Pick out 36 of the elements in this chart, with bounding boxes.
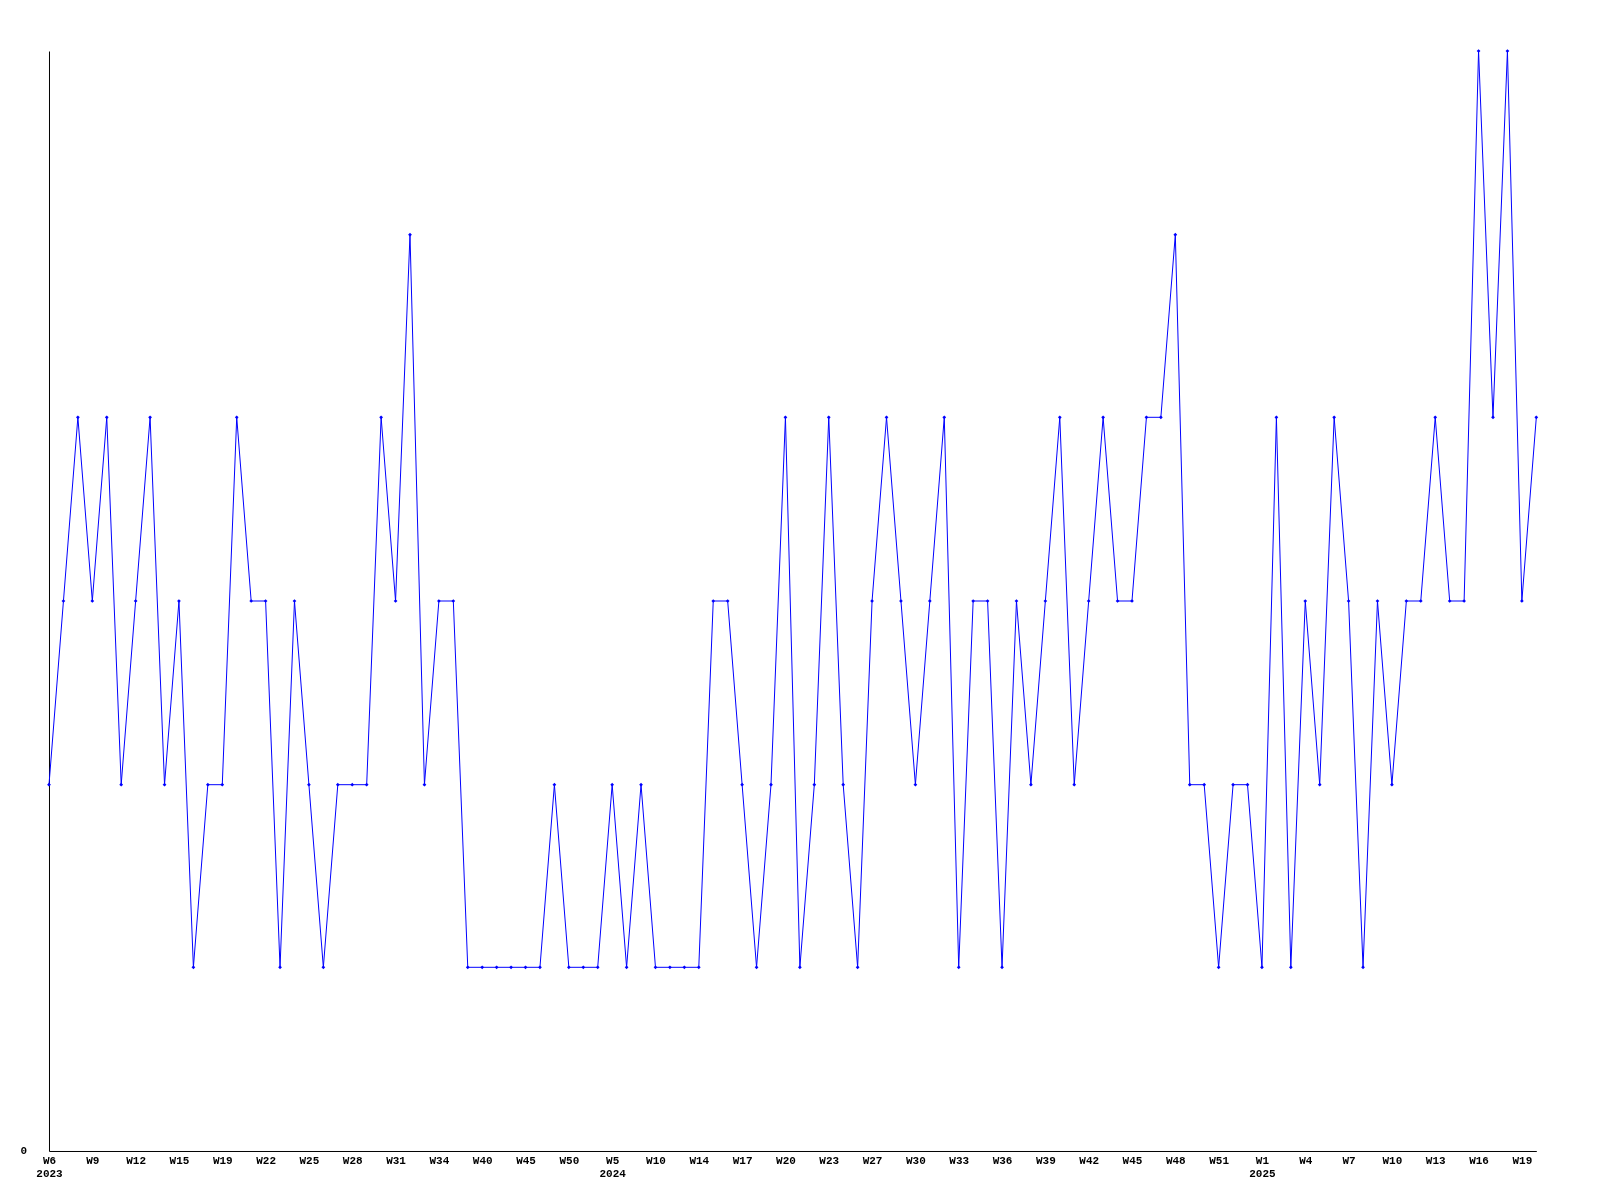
x-tick-label: W28 xyxy=(342,1155,363,1168)
x-tick-label: W45 xyxy=(516,1155,537,1168)
x-tick-label: W50 xyxy=(559,1155,580,1168)
x-tick-label: W16 xyxy=(1469,1155,1489,1168)
x-tick-label: W14 xyxy=(689,1155,710,1168)
x-tick-label: W1 2025 xyxy=(1249,1155,1277,1181)
x-tick-label: W40 xyxy=(472,1155,493,1168)
x-tick-label: W45 xyxy=(1122,1155,1143,1168)
x-tick-label: W13 xyxy=(1425,1155,1447,1168)
x-tick-label: W15 xyxy=(169,1155,190,1168)
x-tick-label: W10 xyxy=(646,1155,666,1168)
x-tick-label: W36 xyxy=(992,1155,1013,1168)
x-tick-label: W48 xyxy=(1165,1155,1186,1168)
x-tick-label: W4 xyxy=(1299,1155,1313,1168)
x-tick-label: W22 xyxy=(256,1155,276,1168)
x-tick-label: W20 xyxy=(776,1155,796,1168)
x-tick-label: W31 xyxy=(386,1155,407,1168)
x-tick-label: W39 xyxy=(1035,1155,1056,1168)
text: 0 xyxy=(20,1145,27,1157)
x-tick-label: W6 2023 xyxy=(36,1155,64,1181)
x-tick-label: W51 xyxy=(1209,1155,1230,1168)
x-tick-label: W17 xyxy=(732,1155,753,1168)
x-tick-label: W25 xyxy=(299,1155,320,1168)
x-tick-label: W34 xyxy=(429,1155,450,1168)
x-tick-label: W19 xyxy=(1512,1155,1533,1168)
x-tick-label: W42 xyxy=(1079,1155,1100,1168)
x-tick-label: W5 2024 xyxy=(599,1155,627,1181)
x-tick-label: W30 xyxy=(906,1155,926,1168)
x-tick-label: W7 xyxy=(1342,1155,1356,1168)
x-tick-label: W19 xyxy=(212,1155,233,1168)
x-tick-label: W33 xyxy=(949,1155,970,1168)
x-tick-label: W9 xyxy=(86,1155,100,1168)
x-tick-label: W10 xyxy=(1382,1155,1403,1168)
x-tick-label: W12 xyxy=(126,1155,147,1168)
x-tick-label: W23 xyxy=(819,1155,840,1168)
x-tick-label: W27 xyxy=(862,1155,883,1168)
